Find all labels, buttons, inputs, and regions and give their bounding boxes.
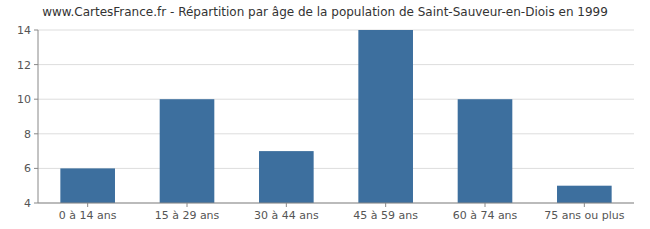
y-tick-label: 14 — [17, 24, 31, 37]
bar — [160, 99, 215, 203]
y-tick-label: 4 — [24, 197, 31, 210]
bar — [358, 30, 413, 203]
x-axis-line — [38, 203, 634, 204]
chart-container: www.CartesFrance.fr - Répartition par âg… — [0, 0, 650, 229]
x-tick-label: 15 à 29 ans — [155, 209, 220, 222]
grid-line — [38, 168, 634, 169]
x-tick — [286, 203, 287, 207]
y-tick — [34, 30, 38, 31]
x-tick-label: 0 à 14 ans — [59, 209, 117, 222]
y-tick-label: 8 — [24, 128, 31, 141]
y-tick-label: 12 — [17, 59, 31, 72]
y-tick — [34, 133, 38, 134]
bar — [557, 186, 612, 203]
x-tick-label: 30 à 44 ans — [254, 209, 319, 222]
x-axis: 0 à 14 ans 15 à 29 ans 30 à 44 ans 45 à 59 … — [38, 203, 634, 222]
y-axis-line — [38, 30, 39, 203]
x-tick — [87, 203, 88, 207]
x-tick — [385, 203, 386, 207]
grid — [38, 30, 634, 203]
grid-line — [38, 133, 634, 134]
y-tick — [34, 203, 38, 204]
y-tick — [34, 168, 38, 169]
bar — [259, 151, 314, 203]
grid-line — [38, 203, 634, 204]
bar — [458, 99, 513, 203]
x-tick — [187, 203, 188, 207]
y-axis: 4 6 8 10 12 14 — [17, 24, 38, 210]
y-tick-label: 10 — [17, 93, 31, 106]
grid-line — [38, 99, 634, 100]
bar — [60, 168, 115, 203]
x-tick-label: 75 ans ou plus — [544, 209, 625, 222]
title: www.CartesFrance.fr - Répartition par âg… — [42, 5, 608, 19]
x-tick-label: 45 à 59 ans — [353, 209, 418, 222]
x-tick — [485, 203, 486, 207]
grid-line — [38, 30, 634, 31]
y-tick — [34, 99, 38, 100]
grid-line — [38, 64, 634, 65]
y-tick-label: 6 — [24, 162, 31, 175]
y-tick — [34, 64, 38, 65]
page: {"chart_data": {"type": "bar", "title": … — [0, 0, 650, 229]
x-tick-label: 60 à 74 ans — [453, 209, 518, 222]
x-tick — [584, 203, 585, 207]
chart-svg: www.CartesFrance.fr - Répartition par âg… — [0, 0, 650, 229]
bars — [60, 30, 611, 203]
